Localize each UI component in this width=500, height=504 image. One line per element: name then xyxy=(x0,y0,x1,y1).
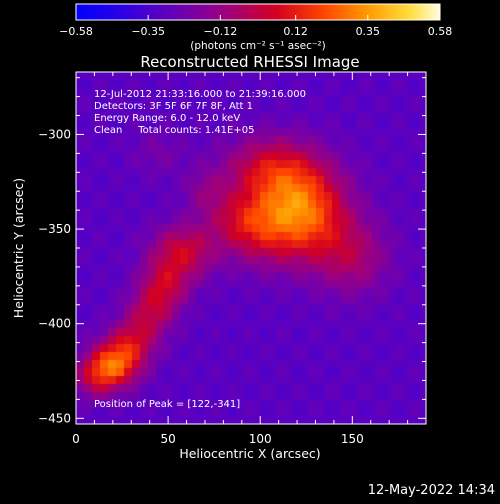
annotation-block: 12-Jul-2012 21:33:16.000 to 21:39:16.000… xyxy=(94,89,306,136)
colorbar-ticks: −0.58 −0.35 −0.12 0.12 0.35 0.58 xyxy=(59,15,452,38)
annotation-detectors: Detectors: 3F 5F 6F 7F 8F, Att 1 xyxy=(94,101,253,112)
y-axis: −300 −350 −400 −450 xyxy=(38,77,426,425)
peak-position-label: Position of Peak = [122,-341] xyxy=(94,399,240,410)
colorbar-tick-label: 0.35 xyxy=(356,25,381,38)
colorbar-tick-label: −0.12 xyxy=(203,25,237,38)
y-tick-label: −450 xyxy=(38,411,71,425)
colorbar-unit-label: (photons cm⁻² s⁻¹ asec⁻²) xyxy=(190,40,325,52)
y-axis-label: Heliocentric Y (arcsec) xyxy=(11,178,26,318)
colorbar-tick-label: −0.35 xyxy=(131,25,165,38)
annotation-total-counts: Clean Total counts: 1.41E+05 xyxy=(94,125,254,136)
y-tick-label: −400 xyxy=(38,317,71,331)
annotation-time-range: 12-Jul-2012 21:33:16.000 to 21:39:16.000 xyxy=(94,89,306,100)
colorbar-tick-label: 0.12 xyxy=(283,25,308,38)
colorbar-gradient xyxy=(75,3,441,21)
y-tick-label: −300 xyxy=(38,127,71,141)
x-axis: 0 50 100 150 xyxy=(72,72,409,446)
x-tick-label: 50 xyxy=(160,432,175,446)
x-axis-label: Heliocentric X (arcsec) xyxy=(179,446,320,461)
x-tick-label: 100 xyxy=(249,432,272,446)
annotation-energy-range: Energy Range: 6.0 - 12.0 keV xyxy=(94,113,240,124)
x-tick-label: 150 xyxy=(341,432,364,446)
y-tick-label: −350 xyxy=(38,222,71,236)
heatmap-canvas xyxy=(76,72,426,424)
chart-title: Reconstructed RHESSI Image xyxy=(140,53,359,71)
colorbar: −0.58 −0.35 −0.12 0.12 0.35 0.58 (photons cm⁻… xyxy=(59,3,452,52)
heatmap-container xyxy=(76,72,426,424)
x-tick-label: 0 xyxy=(72,432,80,446)
colorbar-tick-label: −0.58 xyxy=(59,25,93,38)
colorbar-tick-label: 0.58 xyxy=(428,25,453,38)
footer-timestamp: 12-May-2022 14:34 xyxy=(368,483,495,498)
